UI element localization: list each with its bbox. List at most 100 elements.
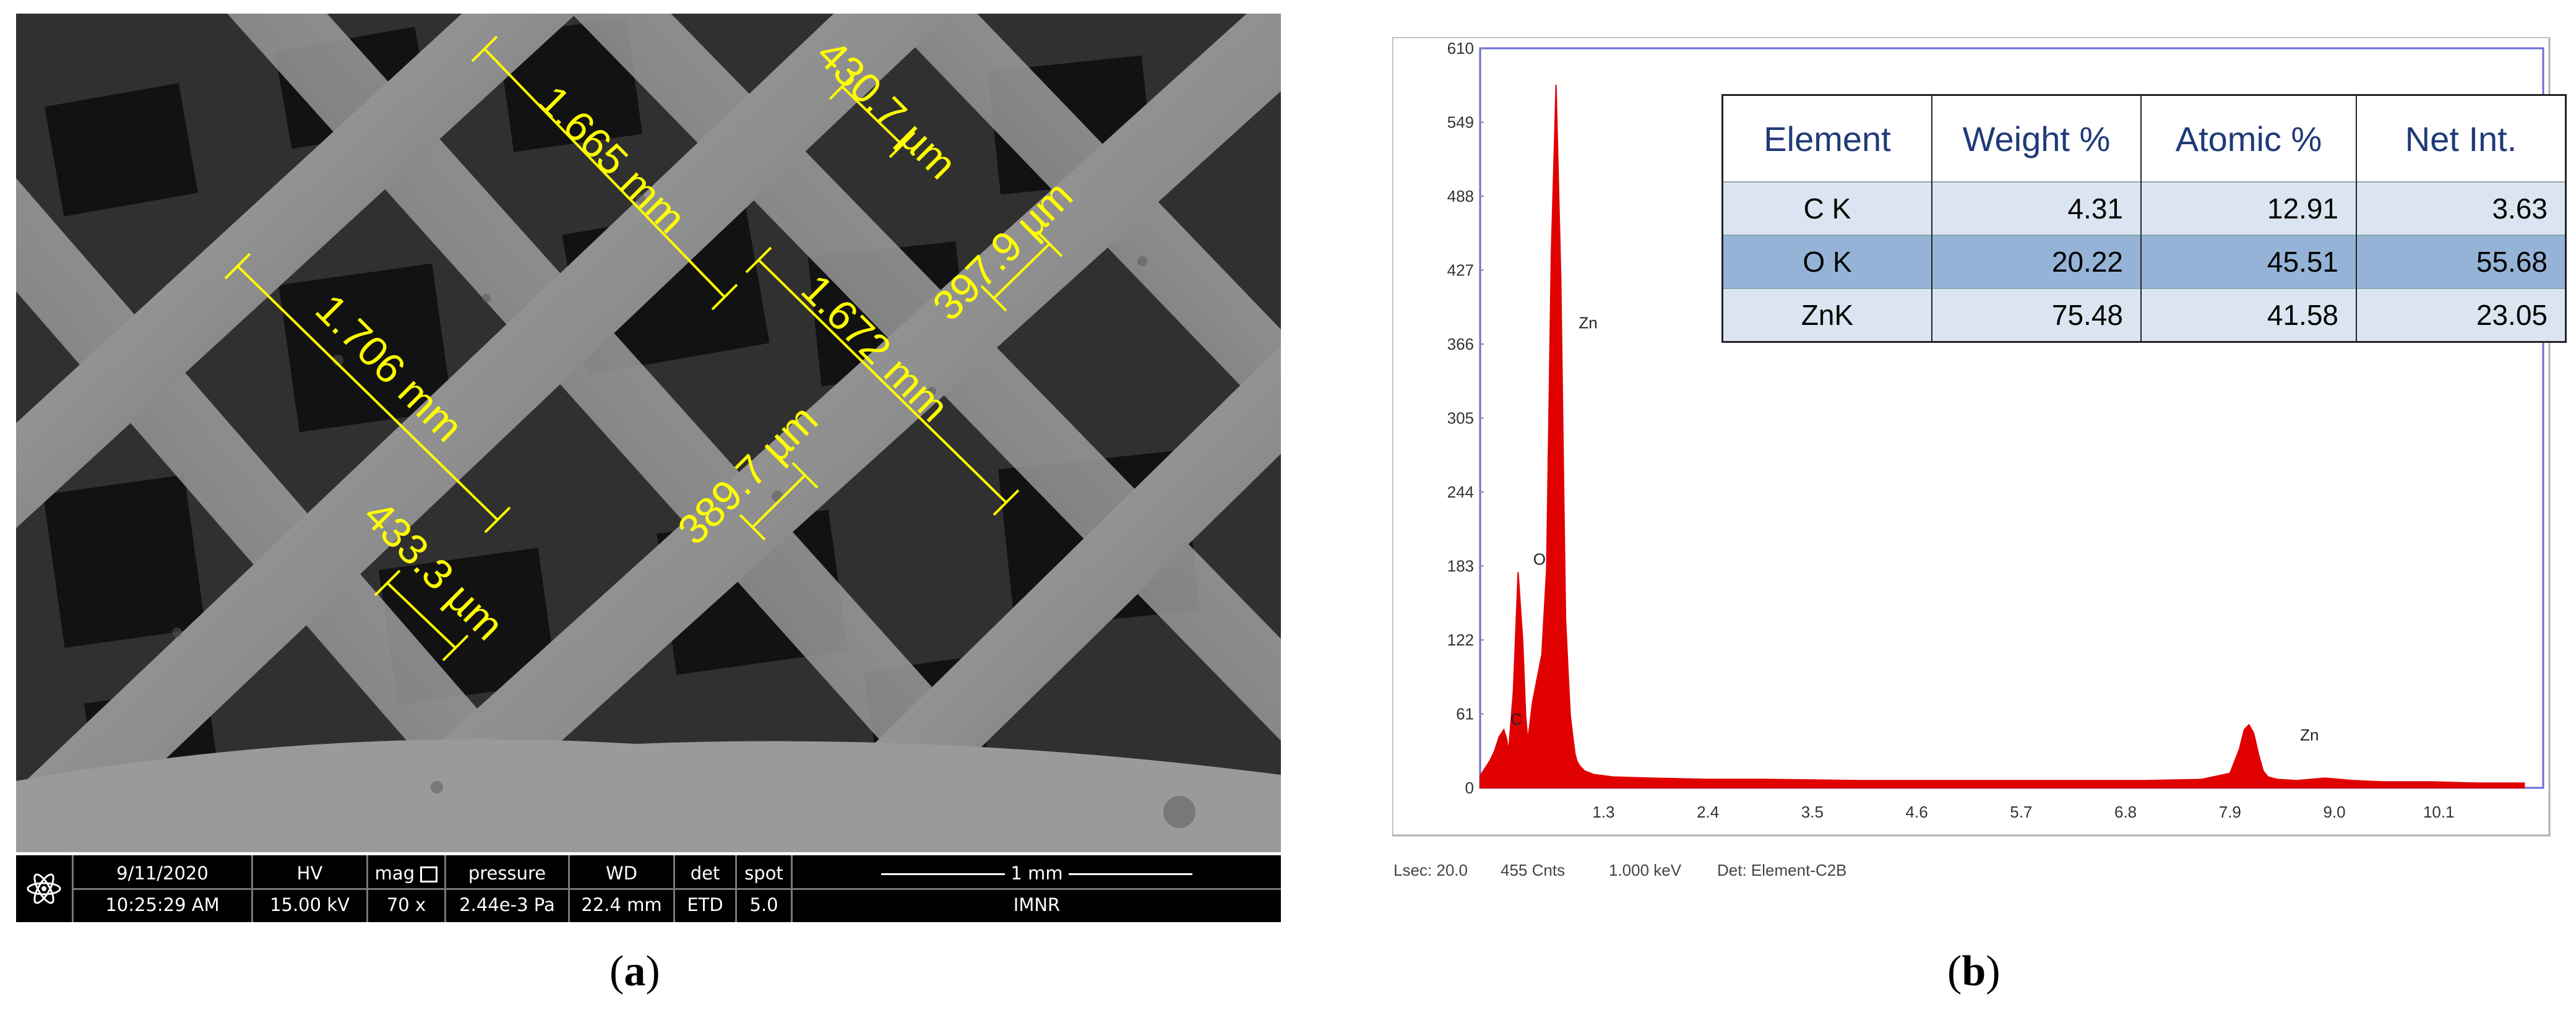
x-tick-label: 2.4 [1697, 803, 1719, 821]
y-tick-label: 61 [1456, 705, 1474, 723]
caption-a-open: ( [610, 947, 624, 995]
footer-kev: 1.000 keV [1609, 861, 1682, 879]
pressure-value: 2.44e-3 Pa [446, 887, 568, 920]
eds-peak-labels: C O Zn Zn [1510, 313, 2319, 744]
footer-lsec: Lsec: 20.0 [1394, 861, 1468, 879]
table-cell-weight: 4.31 [1931, 181, 2141, 235]
sem-panel: 1.665 mm 430.7 µm 397.9 µm 1.706 mm 1.67… [16, 14, 1281, 922]
scale-line-left [881, 873, 1006, 875]
datetime-cell: 9/11/2020 10:25:29 AM [72, 855, 251, 922]
wd-label: WD [605, 862, 637, 884]
y-tick-label: 427 [1447, 261, 1474, 280]
time-value: 10:25:29 AM [74, 887, 251, 920]
eds-panel: 0 61 122 183 244 305 366 427 488 549 610 1.3 2.4 3.5… [1392, 37, 2568, 928]
wd-cell: WD 22.4 mm [568, 855, 673, 922]
table-header-element: Element [1723, 96, 1932, 182]
det-cell: det ETD [673, 855, 735, 922]
table-header-weight: Weight % [1931, 96, 2141, 182]
footer-cnts: 455 Cnts [1501, 861, 1565, 879]
hv-label: HV [296, 862, 323, 884]
x-tick-label: 3.5 [1801, 803, 1824, 821]
det-value: ETD [675, 887, 735, 920]
spectrum-area [1480, 84, 2525, 788]
y-tick-label: 610 [1447, 39, 1474, 58]
x-tick-label: 10.1 [2423, 803, 2455, 821]
date-value: 9/11/2020 [116, 862, 209, 884]
x-tick-label: 5.7 [2010, 803, 2032, 821]
det-label: det [690, 862, 720, 884]
peak-label: C [1510, 710, 1522, 728]
peak-label: Zn [2300, 725, 2319, 744]
y-tick-label: 0 [1465, 779, 1474, 797]
hv-cell: HV 15.00 kV [251, 855, 366, 922]
mag-label: mag [374, 862, 415, 884]
caption-b: (b) [1947, 947, 2001, 996]
table-row: C K 4.31 12.91 3.63 [1723, 181, 2565, 235]
mag-label-row: mag [368, 858, 444, 888]
sem-measure-lines [224, 35, 1063, 662]
peak-label: O [1533, 550, 1546, 568]
x-tick-label: 1.3 [1592, 803, 1614, 821]
eds-table-frame: Element Weight % Atomic % Net Int. C K 4… [1721, 94, 2567, 343]
x-tick-label: 4.6 [1906, 803, 1928, 821]
hv-value: 15.00 kV [253, 887, 366, 920]
square-icon [420, 866, 438, 883]
table-cell-weight: 20.22 [1931, 235, 2141, 288]
footer-det: Det: Element-C2B [1717, 861, 1847, 879]
wd-value: 22.4 mm [570, 887, 673, 920]
caption-a-close: ) [645, 947, 660, 995]
atom-logo-cell [16, 855, 72, 922]
sem-surface-grain [172, 194, 1195, 828]
table-cell-atomic: 41.58 [2140, 288, 2356, 341]
eds-y-ticks: 0 61 122 183 244 305 366 427 488 549 610 [1447, 39, 1484, 797]
caption-b-close: ) [1986, 947, 2001, 995]
x-tick-label: 7.9 [2219, 803, 2241, 821]
table-row: O K 20.22 45.51 55.68 [1723, 235, 2565, 288]
caption-b-open: ( [1947, 947, 1962, 995]
table-cell-element: O K [1723, 235, 1932, 288]
pressure-cell: pressure 2.44e-3 Pa [444, 855, 568, 922]
scale-label: 1 mm [1010, 862, 1063, 884]
sem-micrograph: 1.665 mm 430.7 µm 397.9 µm 1.706 mm 1.67… [16, 14, 1281, 852]
table-cell-netint: 55.68 [2356, 235, 2565, 288]
table-cell-element: ZnK [1723, 288, 1932, 341]
peak-label: Zn [1579, 313, 1597, 332]
table-header-atomic: Atomic % [2140, 96, 2356, 182]
y-tick-label: 183 [1447, 557, 1474, 576]
atom-icon [27, 873, 61, 904]
table-header-row: Element Weight % Atomic % Net Int. [1723, 96, 2565, 182]
sem-info-bar: 9/11/2020 10:25:29 AM HV 15.00 kV mag 70… [16, 855, 1281, 922]
table-header-netint: Net Int. [2356, 96, 2565, 182]
y-tick-label: 366 [1447, 335, 1474, 353]
mag-cell: mag 70 x [366, 855, 444, 922]
lab-label: IMNR [793, 887, 1281, 920]
spot-label: spot [744, 862, 783, 884]
table-cell-netint: 3.63 [2356, 181, 2565, 235]
x-tick-label: 6.8 [2114, 803, 2137, 821]
table-row: ZnK 75.48 41.58 23.05 [1723, 288, 2565, 341]
caption-a-letter: a [624, 947, 646, 995]
pressure-label: pressure [468, 862, 546, 884]
y-tick-label: 305 [1447, 409, 1474, 428]
sem-base [16, 739, 1281, 852]
mag-value: 70 x [368, 887, 444, 920]
y-tick-label: 244 [1447, 483, 1474, 501]
scale-bar: 1 mm [793, 858, 1281, 888]
y-tick-label: 488 [1447, 187, 1474, 205]
caption-a: (a) [610, 947, 660, 996]
spot-cell: spot 5.0 [735, 855, 791, 922]
table-cell-weight: 75.48 [1931, 288, 2141, 341]
y-tick-label: 549 [1447, 113, 1474, 132]
eds-composition-table: Element Weight % Atomic % Net Int. C K 4… [1723, 96, 2565, 341]
eds-series [1480, 84, 2525, 788]
x-tick-label: 9.0 [2323, 803, 2345, 821]
table-cell-atomic: 12.91 [2140, 181, 2356, 235]
scale-line-right [1068, 873, 1192, 875]
spot-value: 5.0 [737, 887, 791, 920]
table-cell-element: C K [1723, 181, 1932, 235]
y-tick-label: 122 [1447, 631, 1474, 649]
table-cell-netint: 23.05 [2356, 288, 2565, 341]
caption-b-letter: b [1962, 947, 1986, 995]
table-cell-atomic: 45.51 [2140, 235, 2356, 288]
scale-cell: 1 mm IMNR [791, 855, 1281, 922]
